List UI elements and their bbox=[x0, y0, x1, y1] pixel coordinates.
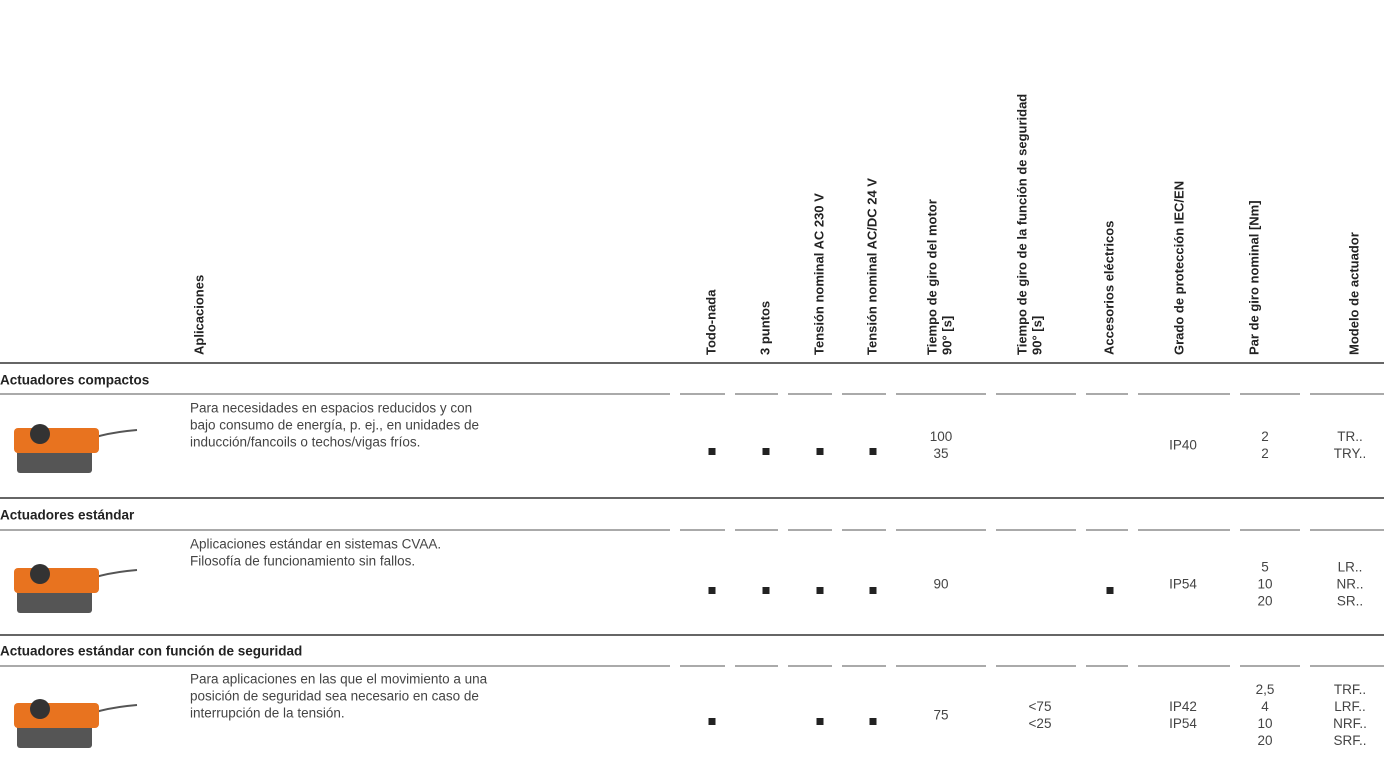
feature-mark bbox=[708, 718, 716, 725]
feature-mark bbox=[816, 448, 824, 455]
column-header: Par de giro nominal [Nm] bbox=[1246, 200, 1261, 355]
cell-value: 5 bbox=[1261, 560, 1269, 575]
cell-value: TR.. bbox=[1337, 429, 1363, 444]
feature-mark bbox=[1106, 587, 1114, 594]
cell-value: IP40 bbox=[1169, 438, 1197, 453]
cell-value: TRF.. bbox=[1334, 682, 1366, 697]
cell-value: NRF.. bbox=[1333, 716, 1367, 731]
cell-value: SRF.. bbox=[1333, 733, 1366, 748]
feature-mark bbox=[869, 448, 877, 455]
column-header: Aplicaciones bbox=[191, 275, 206, 355]
description: Para aplicaciones en las que el movimien… bbox=[190, 672, 488, 687]
feature-mark bbox=[816, 587, 824, 594]
column-header: Tiempo de giro del motor bbox=[924, 199, 939, 355]
cell-value: 4 bbox=[1261, 699, 1269, 714]
feature-mark bbox=[708, 587, 716, 594]
cell-value: SR.. bbox=[1337, 594, 1363, 609]
feature-mark bbox=[869, 587, 877, 594]
cell-value: 90 bbox=[933, 577, 948, 592]
cell-value: 20 bbox=[1257, 733, 1272, 748]
description: Filosofía de funcionamiento sin fallos. bbox=[190, 554, 415, 569]
section-title: Actuadores compactos bbox=[0, 373, 149, 388]
description: Para necesidades en espacios reducidos y… bbox=[190, 401, 472, 416]
cell-value: 10 bbox=[1257, 577, 1272, 592]
knob bbox=[30, 699, 50, 719]
cell-value: 2 bbox=[1261, 429, 1269, 444]
column-header: Accesorios eléctricos bbox=[1101, 221, 1116, 355]
cell-value: 75 bbox=[933, 708, 948, 723]
cell-value: IP54 bbox=[1169, 716, 1197, 731]
column-header: Tiempo de giro de la función de segurida… bbox=[1014, 94, 1029, 355]
description: inducción/fancoils o techos/vigas fríos. bbox=[190, 435, 420, 450]
feature-mark bbox=[816, 718, 824, 725]
cell-value: 2,5 bbox=[1256, 682, 1275, 697]
product-image bbox=[14, 424, 138, 473]
description: Aplicaciones estándar en sistemas CVAA. bbox=[190, 537, 441, 552]
cell-value: IP54 bbox=[1169, 577, 1197, 592]
housing-top bbox=[14, 568, 99, 593]
housing-top bbox=[14, 703, 99, 728]
column-header: Modelo de actuador bbox=[1346, 232, 1361, 355]
column-header: 3 puntos bbox=[757, 301, 772, 355]
column-header: Grado de protección IEC/EN bbox=[1171, 181, 1186, 355]
cell-value: 2 bbox=[1261, 446, 1269, 461]
knob bbox=[30, 424, 50, 444]
section-title: Actuadores estándar bbox=[0, 508, 135, 523]
column-header: 90° [s] bbox=[939, 316, 954, 355]
knob bbox=[30, 564, 50, 584]
cell-value: 10 bbox=[1257, 716, 1272, 731]
cell-value: LR.. bbox=[1338, 560, 1363, 575]
feature-mark bbox=[869, 718, 877, 725]
cell-value: <75 bbox=[1029, 699, 1052, 714]
cell-value: IP42 bbox=[1169, 699, 1197, 714]
section-title: Actuadores estándar con función de segur… bbox=[0, 644, 302, 659]
cell-value: LRF.. bbox=[1334, 699, 1366, 714]
column-header: Tensión nominal AC 230 V bbox=[811, 193, 826, 355]
cell-value: 100 bbox=[930, 429, 953, 444]
cell-value: 35 bbox=[933, 446, 948, 461]
feature-mark bbox=[708, 448, 716, 455]
housing-top bbox=[14, 428, 99, 453]
description: interrupción de la tensión. bbox=[190, 706, 345, 721]
feature-mark bbox=[762, 587, 770, 594]
cell-value: NR.. bbox=[1337, 577, 1364, 592]
cell-value: <25 bbox=[1029, 716, 1052, 731]
product-image bbox=[14, 699, 138, 748]
product-image bbox=[14, 564, 138, 613]
cell-value: TRY.. bbox=[1334, 446, 1367, 461]
column-header: Todo-nada bbox=[703, 289, 718, 355]
description: posición de seguridad sea necesario en c… bbox=[190, 689, 479, 704]
column-header: 90° [s] bbox=[1029, 316, 1044, 355]
feature-mark bbox=[762, 448, 770, 455]
cell-value: 20 bbox=[1257, 594, 1272, 609]
description: bajo consumo de energía, p. ej., en unid… bbox=[190, 418, 479, 433]
column-header: Tensión nominal AC/DC 24 V bbox=[864, 178, 879, 355]
